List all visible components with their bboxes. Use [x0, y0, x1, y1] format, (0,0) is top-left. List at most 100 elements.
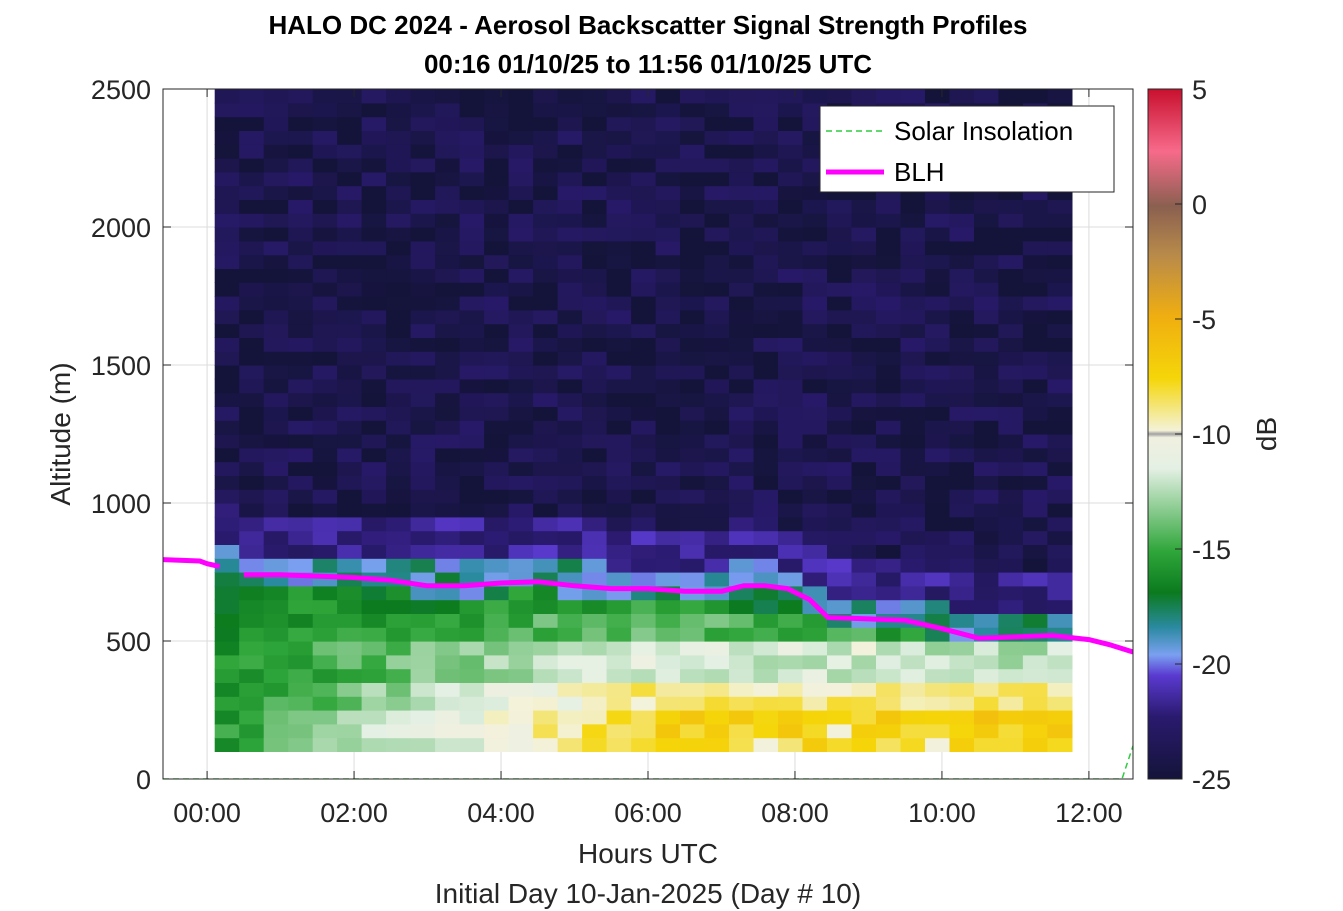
heatmap-cell [606, 737, 632, 752]
heatmap-cell [631, 171, 657, 187]
heatmap-cell [288, 641, 314, 656]
heatmap-cell [214, 516, 240, 532]
heatmap-cell [876, 406, 902, 421]
heatmap-cell [876, 710, 902, 725]
heatmap-cell [557, 682, 583, 697]
heatmap-cell [680, 227, 706, 242]
heatmap-cell [704, 268, 730, 283]
heatmap-cell [680, 710, 706, 725]
heatmap-cell [802, 544, 828, 559]
heatmap-cell [410, 544, 436, 559]
heatmap-cell [484, 682, 510, 697]
heatmap-cell [459, 503, 485, 518]
heatmap-cell [925, 475, 951, 490]
heatmap-cell [582, 475, 608, 490]
heatmap-cell [704, 406, 730, 421]
heatmap-cell [974, 461, 1000, 476]
heatmap-cell [925, 323, 951, 338]
heatmap-cell [312, 171, 338, 187]
heatmap-cell [802, 516, 828, 532]
heatmap-cell [900, 199, 926, 214]
heatmap-cell [239, 503, 265, 518]
heatmap-cell [998, 585, 1024, 601]
heatmap-cell [508, 461, 534, 476]
heatmap-cell [949, 337, 975, 352]
heatmap-cell [288, 530, 314, 545]
heatmap-cell [606, 447, 632, 463]
heatmap-cell [851, 199, 877, 214]
heatmap-cell [998, 613, 1024, 628]
heatmap-cell [1047, 558, 1073, 573]
heatmap-cell [410, 420, 436, 435]
heatmap-cell [288, 406, 314, 421]
heatmap-cell [533, 268, 559, 283]
heatmap-cell [557, 337, 583, 352]
chart-subtitle: 00:16 01/10/25 to 11:56 01/10/25 UTC [424, 49, 872, 79]
heatmap-cell [729, 171, 755, 187]
heatmap-cell [1022, 240, 1048, 256]
heatmap-cell [949, 309, 975, 325]
heatmap-cell [998, 544, 1024, 559]
heatmap-cell [312, 599, 338, 614]
heatmap-cell [949, 268, 975, 283]
heatmap-cell [214, 158, 240, 173]
heatmap-cell [949, 254, 975, 269]
heatmap-cell [582, 558, 608, 573]
heatmap-cell [484, 144, 510, 159]
heatmap-cell [386, 737, 412, 752]
heatmap-cell [680, 654, 706, 670]
heatmap-cell [288, 144, 314, 159]
heatmap-cell [1047, 461, 1073, 476]
heatmap-cell [851, 710, 877, 725]
heatmap-cell [239, 254, 265, 269]
heatmap-cell [778, 737, 804, 752]
y-tick-label: 1500 [91, 351, 151, 381]
heatmap-cell [484, 378, 510, 394]
heatmap-cell [435, 682, 461, 697]
heatmap-cell [827, 447, 853, 463]
heatmap-cell [778, 254, 804, 269]
heatmap-cell [484, 627, 510, 642]
legend-box [819, 105, 1115, 193]
heatmap-cell [508, 710, 534, 725]
heatmap-cell [533, 254, 559, 269]
heatmap-cell [827, 89, 853, 104]
heatmap-cell [312, 365, 338, 380]
heatmap-cell [410, 737, 436, 752]
heatmap-cell [337, 254, 363, 269]
heatmap-cell [778, 530, 804, 545]
heatmap-cell [386, 585, 412, 601]
heatmap-cell [1047, 351, 1073, 366]
heatmap-cell [1022, 599, 1048, 614]
heatmap-cell [386, 503, 412, 518]
heatmap-cell [361, 309, 387, 325]
heatmap-cell [435, 185, 461, 200]
heatmap-cell [410, 130, 436, 145]
heatmap-cell [1022, 282, 1048, 297]
colorbar: 50-5-10-15-20-25 dB [1147, 75, 1282, 795]
heatmap-cell [435, 585, 461, 601]
heatmap-cell [312, 213, 338, 228]
heatmap-cell [974, 668, 1000, 683]
heatmap-cell [925, 710, 951, 725]
heatmap-cell [729, 613, 755, 628]
heatmap-cell [386, 296, 412, 311]
heatmap-cell [361, 406, 387, 421]
heatmap-cell [900, 227, 926, 242]
heatmap-cell [704, 737, 730, 752]
heatmap-cell [312, 544, 338, 559]
y-tick-label: 2000 [91, 213, 151, 243]
heatmap-cell [851, 585, 877, 601]
heatmap-cell [606, 323, 632, 338]
heatmap-cell [361, 89, 387, 104]
heatmap-cell [533, 240, 559, 256]
heatmap-cell [214, 351, 240, 366]
heatmap-cell [239, 296, 265, 311]
heatmap-cell [263, 158, 289, 173]
heatmap-cell [925, 89, 951, 104]
heatmap-cell [974, 489, 1000, 504]
heatmap-cell [1022, 654, 1048, 670]
heatmap-cell [631, 723, 657, 739]
heatmap-cell [753, 392, 779, 407]
heatmap-cell [508, 406, 534, 421]
